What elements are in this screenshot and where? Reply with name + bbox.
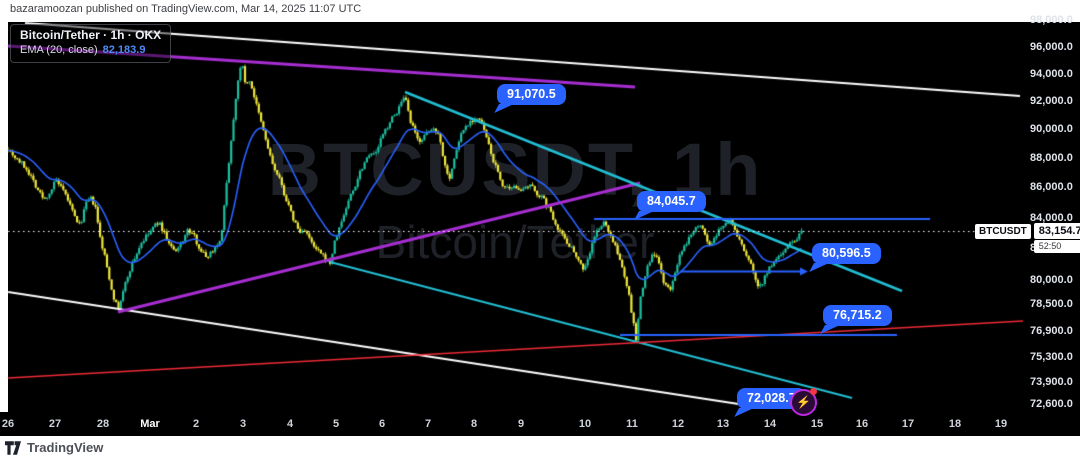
- time-tick: 8: [470, 418, 478, 430]
- price-callout-72028[interactable]: 72,028.7: [737, 388, 806, 409]
- price-tick: 75,300.0: [1030, 351, 1073, 364]
- notification-dot: [810, 388, 817, 395]
- footer-branding: TradingView: [5, 440, 103, 455]
- time-tick: 5: [332, 418, 340, 430]
- price-callout-84045[interactable]: 84,045.7: [637, 191, 706, 212]
- time-tick: 12: [671, 418, 685, 430]
- time-tick: 28: [96, 418, 110, 430]
- price-tick: 86,000.0: [1030, 181, 1073, 194]
- time-tick: Mar: [140, 418, 160, 430]
- price-tick: 92,000.0: [1030, 95, 1073, 108]
- legend-indicator-value: 82,183.9: [102, 44, 146, 56]
- time-tick: 10: [578, 418, 592, 430]
- time-tick: 16: [855, 418, 869, 430]
- time-tick: 26: [1, 418, 15, 430]
- chart-legend: Bitcoin/Tether · 1h · OKX EMA (20, close…: [10, 24, 172, 63]
- price-tick: 94,000.0: [1030, 67, 1073, 80]
- time-tick: 3: [239, 418, 247, 430]
- price-tick: 78,500.0: [1030, 298, 1073, 311]
- time-tick: 15: [810, 418, 824, 430]
- price-label-value: 83,154.7: [1033, 223, 1080, 239]
- price-label-symbol: BTCUSDT: [975, 224, 1031, 239]
- time-tick: 27: [48, 418, 62, 430]
- price-tick: 98,000.0: [1030, 14, 1073, 27]
- legend-indicator-row: EMA (20, close) 82,183.9: [20, 44, 161, 58]
- attribution-text: bazaramoozan published on TradingView.co…: [10, 3, 362, 15]
- last-price-label: BTCUSDT 83,154.7 52:50: [975, 223, 1080, 253]
- price-callout-76715[interactable]: 76,715.2: [823, 305, 892, 326]
- time-tick: 11: [626, 418, 638, 430]
- time-tick: 4: [286, 418, 294, 430]
- price-callout-80596[interactable]: 80,596.5: [812, 243, 881, 264]
- price-tick: 88,000.0: [1030, 152, 1073, 164]
- price-tick: 76,900.0: [1030, 324, 1073, 337]
- price-tick: 96,000.0: [1030, 40, 1073, 53]
- time-tick: 13: [716, 418, 730, 430]
- price-tick: 84,000.0: [1030, 211, 1073, 224]
- time-tick: 7: [424, 418, 432, 430]
- time-tick: 17: [901, 418, 915, 430]
- time-tick: 18: [948, 418, 962, 430]
- time-tick: 14: [763, 418, 777, 430]
- price-callout-91070[interactable]: 91,070.5: [497, 84, 566, 105]
- legend-indicator-name: EMA (20, close): [20, 44, 98, 56]
- time-tick: 6: [378, 418, 386, 430]
- time-tick: 19: [994, 418, 1008, 430]
- price-tick: 72,600.0: [1030, 398, 1073, 411]
- price-tick: 80,000.0: [1030, 274, 1073, 286]
- time-tick: 2: [192, 418, 200, 430]
- time-tick: 9: [517, 418, 525, 430]
- legend-symbol-title: Bitcoin/Tether · 1h · OKX: [20, 28, 162, 42]
- flash-idea-marker-icon[interactable]: ⚡: [790, 388, 817, 416]
- tradingview-logo-icon: [5, 440, 21, 455]
- bar-countdown: 52:50: [1033, 240, 1080, 253]
- price-tick: 90,000.0: [1030, 123, 1073, 136]
- price-tick: 73,900.0: [1030, 375, 1073, 388]
- tradingview-brand-text: TradingView: [27, 440, 104, 455]
